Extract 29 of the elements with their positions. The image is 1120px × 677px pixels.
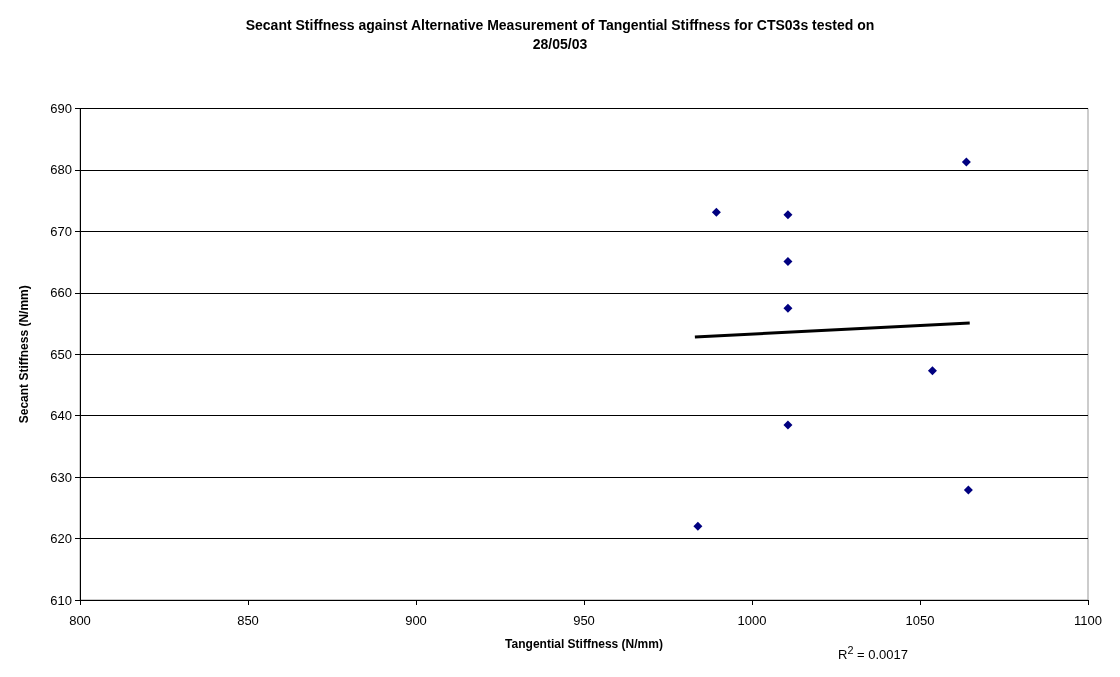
y-tick-label: 620 xyxy=(50,531,72,547)
x-tick-label: 850 xyxy=(237,613,259,628)
y-tick-label: 610 xyxy=(50,592,72,608)
x-tick-label: 950 xyxy=(573,613,595,628)
x-tick-label: 1100 xyxy=(1074,613,1102,628)
x-tick-label: 1050 xyxy=(905,613,935,628)
point xyxy=(711,207,721,217)
y-tick-label: 690 xyxy=(50,101,72,116)
y-tick-label: 640 xyxy=(50,408,72,424)
y-tick-label: 680 xyxy=(50,162,72,178)
y-tick-label: 630 xyxy=(50,469,72,485)
x-tick-label: 800 xyxy=(69,613,91,628)
point xyxy=(927,366,937,376)
x-tick-label: 900 xyxy=(405,613,427,628)
y-tick-label: 670 xyxy=(50,223,72,239)
point xyxy=(693,521,703,531)
x-tick-label: 1000 xyxy=(737,613,767,628)
point xyxy=(783,210,793,220)
point xyxy=(783,420,793,430)
point xyxy=(783,303,793,313)
chart-title: Secant Stiffness against Alternative Measurement of Tangential Stiffness for CTS03s tested on 28/05/03 xyxy=(244,16,876,54)
y-tick-label: 650 xyxy=(50,346,72,362)
point xyxy=(961,157,971,167)
point xyxy=(783,256,793,266)
y-axis-title: Secant Stiffness (N/mm) xyxy=(17,285,31,424)
y-tick-label: 660 xyxy=(50,285,72,301)
point xyxy=(963,485,973,495)
text: R$^{2}$ = 0.0017 xyxy=(838,644,908,663)
x-axis-title: Tangential Stiffness (N/mm) xyxy=(505,637,663,651)
